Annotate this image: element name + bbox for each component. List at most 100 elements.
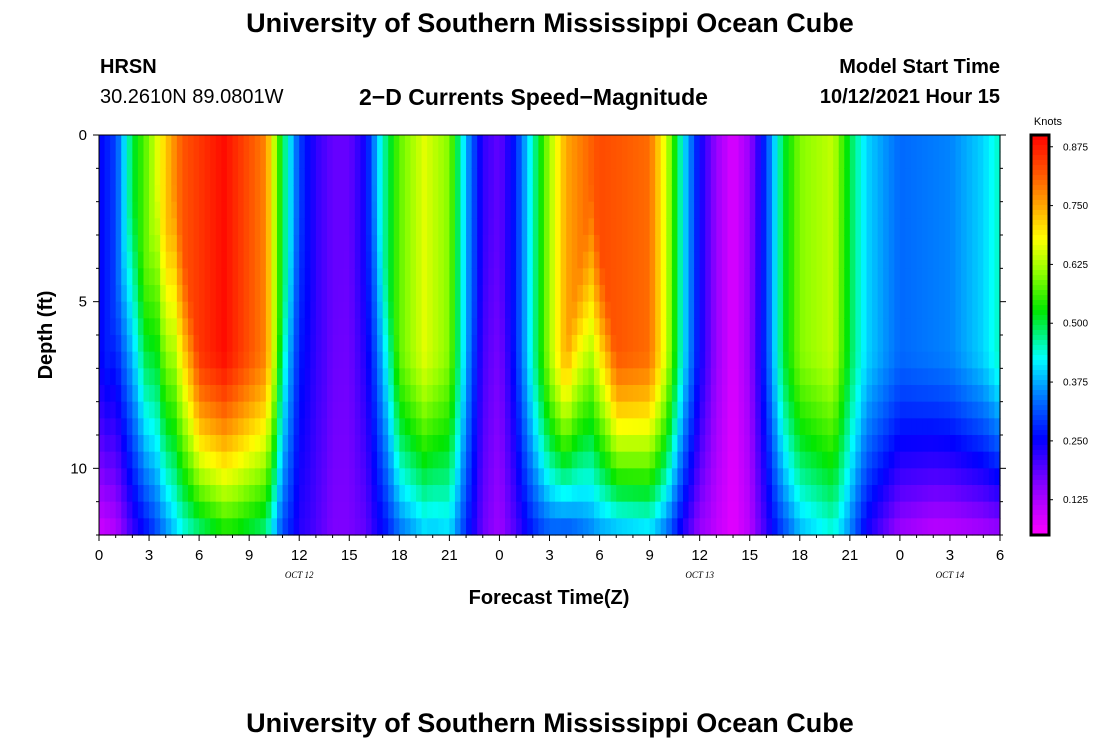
heatmap-cell	[443, 168, 450, 186]
heatmap-cell	[371, 485, 378, 503]
heatmap-cell	[610, 201, 617, 219]
heatmap-cell	[499, 435, 506, 453]
heatmap-cell	[427, 318, 434, 336]
heatmap-cell	[388, 335, 395, 353]
heatmap-cell	[171, 285, 178, 303]
heatmap-cell	[143, 401, 150, 419]
heatmap-cell	[788, 418, 795, 436]
heatmap-cell	[577, 401, 584, 419]
heatmap-cell	[738, 485, 745, 503]
heatmap-cell	[588, 451, 595, 469]
heatmap-cell	[727, 468, 734, 486]
heatmap-cell	[199, 268, 206, 286]
heatmap-cell	[449, 385, 456, 403]
heatmap-cell	[315, 285, 323, 303]
heatmap-cell	[199, 185, 206, 203]
heatmap-cell	[938, 235, 945, 253]
heatmap-cell	[727, 135, 734, 153]
heatmap-cell	[315, 335, 323, 353]
heatmap-cell	[955, 418, 962, 436]
heatmap-cell	[927, 185, 934, 203]
heatmap-cell	[454, 401, 462, 419]
heatmap-cell	[855, 151, 862, 169]
heatmap-cell	[593, 401, 601, 419]
heatmap-cell	[388, 518, 395, 536]
heatmap-cell	[916, 268, 923, 286]
heatmap-cell	[799, 285, 806, 303]
heatmap-cell	[783, 501, 790, 519]
heatmap-cell	[599, 368, 606, 386]
heatmap-cell	[365, 235, 373, 253]
heatmap-cell	[899, 135, 907, 153]
heatmap-cell	[249, 451, 256, 469]
heatmap-cell	[215, 285, 222, 303]
heatmap-cell	[549, 301, 556, 319]
heatmap-cell	[354, 285, 361, 303]
heatmap-cell	[477, 435, 484, 453]
heatmap-cell	[488, 268, 495, 286]
colorbar-segment	[1031, 380, 1049, 386]
heatmap-cell	[404, 385, 412, 403]
heatmap-cell	[877, 485, 884, 503]
heatmap-cell	[443, 385, 450, 403]
heatmap-cell	[338, 485, 345, 503]
heatmap-cell	[321, 368, 328, 386]
heatmap-cell	[260, 218, 267, 236]
heatmap-cell	[755, 285, 762, 303]
heatmap-cell	[616, 468, 623, 486]
heatmap-cell	[304, 335, 311, 353]
heatmap-cell	[521, 451, 528, 469]
heatmap-cell	[527, 201, 534, 219]
heatmap-cell	[593, 135, 601, 153]
heatmap-cell	[866, 401, 873, 419]
heatmap-cell	[160, 268, 167, 286]
heatmap-cell	[822, 418, 829, 436]
heatmap-cell	[949, 251, 957, 269]
heatmap-cell	[682, 351, 690, 369]
heatmap-cell	[788, 501, 795, 519]
colorbar-segment	[1031, 405, 1049, 411]
heatmap-cell	[888, 285, 895, 303]
colorbar-segment	[1031, 205, 1049, 211]
x-tick-label: 3	[946, 547, 954, 564]
heatmap-cell	[304, 135, 311, 153]
colorbar-segment	[1031, 240, 1049, 246]
heatmap-cell	[249, 401, 256, 419]
heatmap-cell	[727, 435, 734, 453]
heatmap-cell	[810, 268, 818, 286]
heatmap-cell	[354, 418, 361, 436]
heatmap-cell	[866, 168, 873, 186]
x-tick-label: 12	[691, 547, 708, 564]
heatmap-cell	[410, 518, 417, 536]
heatmap-cell	[944, 368, 951, 386]
heatmap-cell	[143, 185, 150, 203]
heatmap-cell	[149, 168, 156, 186]
heatmap-cell	[410, 268, 417, 286]
heatmap-cell	[538, 235, 545, 253]
station-name: HRSN	[100, 56, 157, 78]
heatmap-cell	[293, 501, 300, 519]
heatmap-cell	[143, 418, 150, 436]
heatmap-cell	[293, 268, 300, 286]
heatmap-cell	[771, 351, 779, 369]
heatmap-cell	[955, 451, 962, 469]
heatmap-cell	[849, 285, 856, 303]
heatmap-cell	[872, 401, 879, 419]
heatmap-cell	[438, 151, 445, 169]
heatmap-cell	[299, 201, 306, 219]
heatmap-cell	[510, 251, 517, 269]
heatmap-cell	[210, 135, 217, 153]
heatmap-cell	[599, 435, 606, 453]
x-tick-label: 9	[645, 547, 653, 564]
heatmap-cell	[238, 268, 245, 286]
heatmap-cell	[827, 251, 834, 269]
heatmap-cell	[955, 435, 962, 453]
heatmap-cell	[605, 168, 612, 186]
heatmap-cell	[855, 251, 862, 269]
heatmap-cell	[505, 268, 512, 286]
heatmap-cell	[694, 168, 701, 186]
heatmap-cell	[427, 368, 434, 386]
heatmap-cell	[115, 468, 122, 486]
heatmap-cell	[165, 285, 172, 303]
heatmap-cell	[933, 368, 940, 386]
